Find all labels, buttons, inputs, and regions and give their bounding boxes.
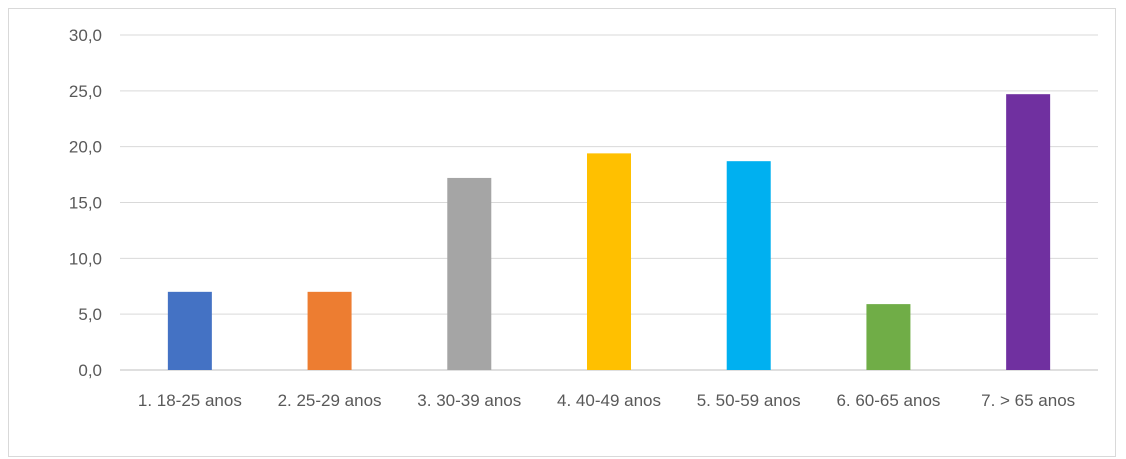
y-tick-label: 30,0 (69, 26, 102, 45)
bars (167, 94, 1051, 370)
x-tick-label: 5. 50-59 anos (697, 391, 801, 410)
gridlines (120, 34, 1098, 371)
bar (447, 177, 492, 370)
x-tick-label: 6. 60-65 anos (836, 391, 940, 410)
y-tick-label: 10,0 (69, 249, 102, 268)
y-tick-label: 15,0 (69, 194, 102, 213)
x-tick-label: 3. 30-39 anos (417, 391, 521, 410)
bar (587, 153, 631, 370)
y-tick-label: 0,0 (78, 361, 102, 380)
bar (167, 291, 212, 370)
y-axis-ticks: 0,0 5,0 10,0 15,0 20,0 25,0 30,0 (69, 26, 102, 380)
x-tick-label: 1. 18-25 anos (138, 391, 242, 410)
y-tick-label: 20,0 (69, 138, 102, 157)
bar (866, 304, 911, 370)
bar (1006, 94, 1051, 370)
y-tick-label: 25,0 (69, 82, 102, 101)
x-axis-labels: 1. 18-25 anos 2. 25-29 anos 3. 30-39 anos 4… (138, 391, 1075, 410)
chart-frame (8, 8, 1116, 457)
bar (307, 291, 352, 370)
x-tick-label: 4. 40-49 anos (557, 391, 661, 410)
x-tick-label: 2. 25-29 anos (278, 391, 382, 410)
x-tick-label: 7. > 65 anos (981, 391, 1075, 410)
y-tick-label: 5,0 (78, 305, 102, 324)
bar (726, 161, 771, 370)
